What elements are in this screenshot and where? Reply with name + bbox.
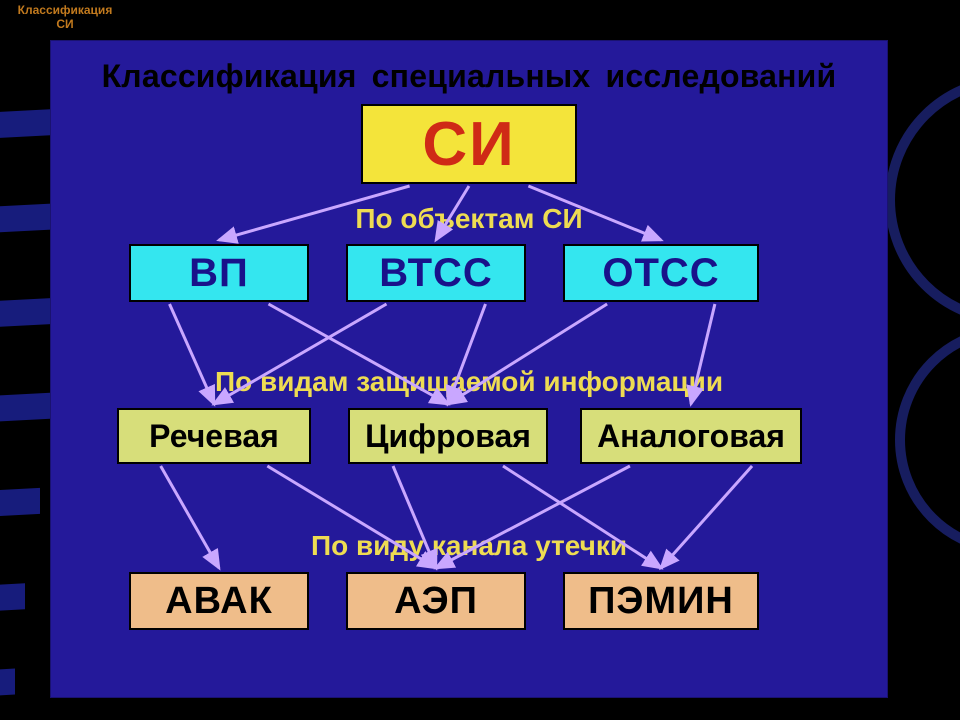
node-root-label: СИ — [422, 109, 515, 180]
node-root: СИ — [361, 104, 577, 184]
edge-analog-to-pemin — [661, 466, 752, 568]
node-aep: АЭП — [346, 572, 526, 630]
node-analog-label: Аналоговая — [597, 418, 785, 455]
node-digital-label: Цифровая — [365, 418, 531, 455]
node-vtss-label: ВТСС — [379, 251, 493, 296]
edge-speech-to-aep — [267, 466, 436, 568]
edge-vtss-to-digital — [448, 304, 486, 404]
node-otss: ОТСС — [563, 244, 759, 302]
node-pemin-label: ПЭМИН — [588, 580, 734, 623]
edge-root-to-vtss — [436, 186, 469, 240]
edge-speech-to-avak — [161, 466, 219, 568]
node-pemin: ПЭМИН — [563, 572, 759, 630]
node-vtss: ВТСС — [346, 244, 526, 302]
corner-label-line2: СИ — [56, 17, 73, 31]
edge-vp-to-speech — [170, 304, 215, 404]
edge-otss-to-analog — [691, 304, 715, 404]
edge-analog-to-aep — [436, 466, 630, 568]
edge-digital-to-pemin — [503, 466, 661, 568]
edge-otss-to-digital — [448, 304, 607, 404]
node-analog: Аналоговая — [580, 408, 802, 464]
node-vp-label: ВП — [189, 251, 249, 296]
node-vp: ВП — [129, 244, 309, 302]
edge-digital-to-aep — [393, 466, 436, 568]
corner-label: Классификация СИ — [10, 4, 120, 32]
node-otss-label: ОТСС — [602, 251, 719, 296]
node-digital: Цифровая — [348, 408, 548, 464]
node-speech-label: Речевая — [149, 418, 279, 455]
edge-root-to-otss — [528, 186, 661, 240]
node-avak: АВАК — [129, 572, 309, 630]
node-speech: Речевая — [117, 408, 311, 464]
edge-root-to-vp — [219, 186, 410, 240]
node-aep-label: АЭП — [394, 580, 478, 623]
corner-label-line1: Классификация — [18, 3, 113, 17]
stage: Классификация СИ Классификация специальн… — [0, 0, 960, 720]
node-avak-label: АВАК — [165, 580, 273, 623]
slide: Классификация специальных исследований П… — [50, 40, 888, 698]
